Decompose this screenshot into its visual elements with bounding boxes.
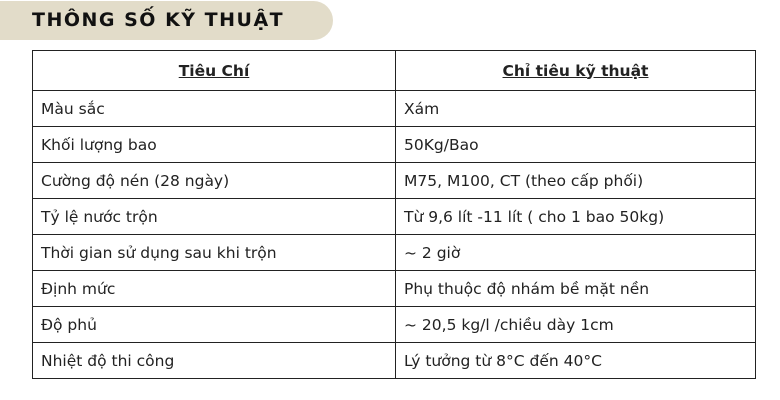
table-row: Màu sắc Xám (32, 90, 756, 127)
table-row: Độ phủ ~ 20,5 kg/l /chiều dày 1cm (32, 306, 756, 343)
criteria-cell: Độ phủ (32, 306, 396, 343)
criteria-cell: Khối lượng bao (32, 126, 396, 163)
spec-cell: 50Kg/Bao (395, 126, 756, 163)
table-row: Cường độ nén (28 ngày) M75, M100, CT (the… (32, 162, 756, 199)
title-banner: THÔNG SỐ KỸ THUẬT (0, 1, 333, 40)
table-row: Nhiệt độ thi công Lý tưởng từ 8°C đến 40°… (32, 342, 756, 379)
spec-cell: Phụ thuộc độ nhám bề mặt nền (395, 270, 756, 307)
criteria-cell: Định mức (32, 270, 396, 307)
table-row: Khối lượng bao 50Kg/Bao (32, 126, 756, 163)
table-row: Tỷ lệ nước trộn Từ 9,6 lít -11 lít ( cho … (32, 198, 756, 235)
criteria-cell: Màu sắc (32, 90, 396, 127)
criteria-cell: Cường độ nén (28 ngày) (32, 162, 396, 199)
header-spec: Chỉ tiêu kỹ thuật (395, 50, 756, 91)
spec-cell: ~ 20,5 kg/l /chiều dày 1cm (395, 306, 756, 343)
table-row: Định mức Phụ thuộc độ nhám bề mặt nền (32, 270, 756, 307)
header-criteria: Tiêu Chí (32, 50, 396, 91)
spec-cell: Từ 9,6 lít -11 lít ( cho 1 bao 50kg) (395, 198, 756, 235)
spec-cell: Lý tưởng từ 8°C đến 40°C (395, 342, 756, 379)
criteria-cell: Nhiệt độ thi công (32, 342, 396, 379)
spec-cell: M75, M100, CT (theo cấp phối) (395, 162, 756, 199)
page-title: THÔNG SỐ KỸ THUẬT (32, 9, 285, 31)
spec-cell: ~ 2 giờ (395, 234, 756, 271)
criteria-cell: Tỷ lệ nước trộn (32, 198, 396, 235)
spec-table: Tiêu Chí Chỉ tiêu kỹ thuật Màu sắc Xám Khố… (32, 50, 756, 379)
table-header: Tiêu Chí Chỉ tiêu kỹ thuật (32, 50, 756, 91)
spec-cell: Xám (395, 90, 756, 127)
table-row: Thời gian sử dụng sau khi trộn ~ 2 giờ (32, 234, 756, 271)
criteria-cell: Thời gian sử dụng sau khi trộn (32, 234, 396, 271)
